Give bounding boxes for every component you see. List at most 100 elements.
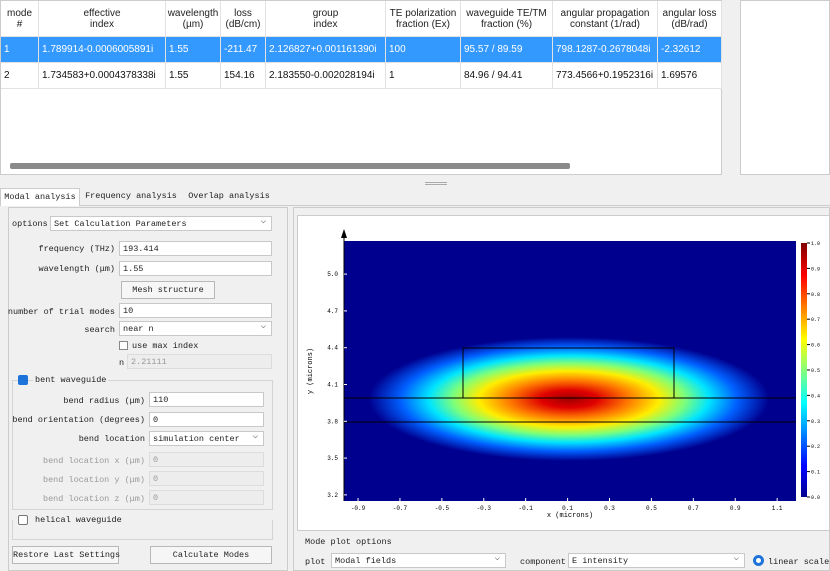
y-tick-label: 3.5 bbox=[327, 455, 338, 462]
table-cell: 2.126827+0.001161390i bbox=[266, 37, 386, 63]
results-table: mode # effective index wavelength (µm) loss… bbox=[0, 0, 722, 175]
radio[interactable] bbox=[753, 555, 764, 566]
field-label: component bbox=[520, 557, 566, 567]
colorbar-tick-label: 0.1 bbox=[811, 470, 820, 476]
side-panel bbox=[740, 0, 830, 175]
colorbar bbox=[801, 243, 807, 497]
text-input[interactable]: 10 bbox=[119, 303, 272, 318]
table-cell: 1 bbox=[386, 63, 461, 89]
checkbox-label: use max index bbox=[132, 341, 199, 351]
radio-label: linear scale bbox=[768, 557, 830, 567]
colorbar-tick-label: 0.5 bbox=[811, 368, 820, 374]
table-row[interactable] bbox=[1, 63, 722, 89]
disabled-input: 0 bbox=[149, 452, 264, 467]
x-tick-label: 0.3 bbox=[604, 505, 615, 512]
axis-arrow bbox=[341, 229, 347, 238]
table-cell: 798.1287-0.2678048i bbox=[553, 37, 658, 63]
text-input[interactable]: 1.55 bbox=[119, 261, 272, 276]
field-label: frequency (THz) bbox=[38, 244, 115, 254]
table-cell: 2.183550-0.002028194i bbox=[266, 63, 386, 89]
column-header[interactable]: mode # bbox=[1, 1, 39, 37]
y-tick-label: 4.4 bbox=[327, 345, 338, 352]
column-header[interactable]: angular loss (dB/rad) bbox=[658, 1, 722, 37]
button[interactable]: Restore Last Settings bbox=[12, 546, 120, 564]
table-cell: 95.57 / 89.59 bbox=[461, 37, 553, 63]
column-header[interactable]: TE polarization fraction (Ex) bbox=[386, 1, 461, 37]
x-tick-label: -0.3 bbox=[477, 505, 492, 512]
field-label: number of trial modes bbox=[7, 307, 115, 317]
table-row[interactable] bbox=[1, 37, 722, 63]
colorbar-tick-label: 1.0 bbox=[811, 241, 820, 247]
field-label: n bbox=[119, 358, 125, 368]
scrollbar[interactable] bbox=[10, 163, 570, 169]
y-axis-label: y (microns) bbox=[307, 348, 315, 394]
table-cell: 1 bbox=[1, 37, 39, 63]
disabled-input: 2.21111 bbox=[127, 354, 272, 369]
checkbox-label: helical waveguide bbox=[33, 515, 124, 525]
x-tick-label: 0.1 bbox=[562, 505, 573, 512]
y-tick-label: 5.0 bbox=[327, 271, 338, 278]
checkbox-label: bent waveguide bbox=[33, 375, 109, 385]
table-cell: 1.789914-0.0006005891i bbox=[39, 37, 166, 63]
x-tick-label: -0.1 bbox=[518, 505, 533, 512]
y-tick-label: 3.8 bbox=[327, 418, 338, 425]
field-label: bend orientation (degrees) bbox=[12, 415, 145, 425]
tab[interactable]: Frequency analysis bbox=[85, 191, 177, 201]
tab[interactable]: Overlap analysis bbox=[188, 191, 270, 201]
disabled-input: 0 bbox=[149, 490, 264, 505]
x-axis-label: x (microns) bbox=[547, 512, 593, 520]
splitter[interactable] bbox=[425, 182, 447, 185]
dropdown[interactable]: simulation center bbox=[149, 431, 264, 446]
dropdown[interactable]: Set Calculation Parameters bbox=[50, 216, 272, 231]
dropdown[interactable]: E intensity bbox=[568, 553, 745, 568]
column-header[interactable]: effective index bbox=[39, 1, 166, 37]
field-label: bend location x (μm) bbox=[42, 456, 145, 466]
column-header[interactable]: wavelength (µm) bbox=[166, 1, 221, 37]
button[interactable]: Mesh structure bbox=[121, 281, 215, 299]
field-label: plot bbox=[305, 557, 326, 567]
column-header[interactable]: waveguide TE/TM fraction (%) bbox=[461, 1, 553, 37]
colorbar-tick-label: 0.2 bbox=[811, 444, 820, 450]
x-tick-label: 0.7 bbox=[688, 505, 699, 512]
field-label: bend radius (μm) bbox=[63, 396, 145, 406]
dropdown[interactable]: Modal fields bbox=[331, 553, 506, 568]
helical-group bbox=[12, 520, 273, 540]
table-cell: -2.32612 bbox=[658, 37, 722, 63]
field-label: search bbox=[84, 325, 115, 335]
y-tick-label: 4.7 bbox=[327, 308, 338, 315]
colorbar-tick-label: 0.9 bbox=[811, 266, 820, 272]
field-label: bend location bbox=[78, 434, 145, 444]
table-cell: 1.55 bbox=[166, 37, 221, 63]
tab-bar: Modal analysis Frequency analysis Overlap … bbox=[0, 188, 830, 206]
x-tick-label: -0.9 bbox=[351, 505, 366, 512]
button[interactable]: Calculate Modes bbox=[150, 546, 272, 564]
disabled-input: 0 bbox=[149, 471, 264, 486]
table-cell: 1.55 bbox=[166, 63, 221, 89]
table-cell: 100 bbox=[386, 37, 461, 63]
tab[interactable]: Modal analysis bbox=[0, 188, 80, 206]
mode-plot-options: Mode plot options plot Modal fields compone… bbox=[297, 533, 830, 571]
x-tick-label: 0.5 bbox=[646, 505, 657, 512]
field-label: wavelength (μm) bbox=[38, 264, 115, 274]
y-tick-label: 3.2 bbox=[327, 492, 338, 499]
text-input[interactable]: 0 bbox=[149, 412, 264, 427]
text-input[interactable]: 110 bbox=[149, 392, 264, 407]
checkbox[interactable] bbox=[18, 375, 28, 385]
y-tick-label: 4.1 bbox=[327, 381, 338, 388]
checkbox[interactable] bbox=[18, 515, 28, 525]
colorbar-tick-label: 0.6 bbox=[811, 343, 820, 349]
x-tick-label: 1.1 bbox=[772, 505, 783, 512]
text-input[interactable]: 193.414 bbox=[119, 241, 272, 256]
colorbar-tick-label: 0.0 bbox=[811, 495, 820, 501]
column-header[interactable]: group index bbox=[266, 1, 386, 37]
x-tick-label: 0.9 bbox=[730, 505, 741, 512]
column-header[interactable]: loss (dB/cm) bbox=[221, 1, 266, 37]
column-header[interactable]: angular propagation constant (1/rad) bbox=[553, 1, 658, 37]
mode-plot: -0.9 -0.7 -0.5 -0.3 -0.1 0.1 0.3 0.5 0.7 0.9 1.1 3.… bbox=[297, 215, 830, 531]
table-cell: 1.69576 bbox=[658, 63, 722, 89]
table-cell: -211.47 bbox=[221, 37, 266, 63]
checkbox[interactable] bbox=[119, 341, 128, 350]
x-tick-label: -0.5 bbox=[435, 505, 450, 512]
dropdown[interactable]: near n bbox=[119, 321, 272, 336]
